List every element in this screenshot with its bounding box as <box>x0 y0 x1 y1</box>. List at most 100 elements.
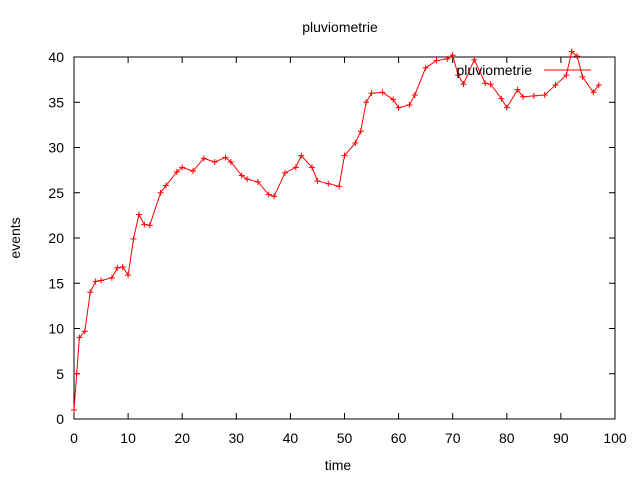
data-point <box>254 178 261 185</box>
data-point <box>238 172 245 179</box>
data-point <box>471 56 478 63</box>
data-point <box>325 180 332 187</box>
x-tick-label: 0 <box>70 430 78 446</box>
y-tick-label: 10 <box>48 321 64 337</box>
data-point <box>422 64 429 71</box>
data-point <box>390 96 397 103</box>
data-point <box>292 164 299 171</box>
data-point <box>314 177 321 184</box>
data-point <box>309 164 316 171</box>
plot-frame <box>73 56 616 420</box>
data-point <box>341 152 348 159</box>
x-tick-label: 10 <box>120 430 136 446</box>
series-line <box>73 50 600 410</box>
data-point <box>411 92 418 99</box>
data-point <box>487 81 494 88</box>
data-point <box>130 235 137 242</box>
x-tick-label: 60 <box>391 430 407 446</box>
data-point <box>574 53 581 60</box>
data-point <box>125 272 132 279</box>
x-tick-label: 50 <box>337 430 353 446</box>
data-point <box>568 48 575 55</box>
data-point <box>76 334 83 341</box>
data-point <box>395 104 402 111</box>
data-point <box>368 90 375 97</box>
data-point <box>298 152 305 159</box>
data-point <box>141 221 148 228</box>
data-point <box>179 164 186 171</box>
chart-title: pluviometrie <box>302 19 378 35</box>
data-point <box>281 169 288 176</box>
data-point <box>433 57 440 64</box>
x-tick-label: 80 <box>499 430 515 446</box>
data-point <box>498 95 505 102</box>
series-layer <box>71 48 602 413</box>
y-tick-label: 5 <box>56 366 64 382</box>
y-tick-label: 30 <box>48 140 64 156</box>
data-point <box>514 86 521 93</box>
data-point <box>114 264 121 271</box>
data-point <box>244 176 251 183</box>
y-tick-label: 35 <box>48 94 64 110</box>
data-point <box>530 92 537 99</box>
data-point <box>73 370 80 377</box>
data-point <box>190 168 197 175</box>
data-point <box>595 82 602 89</box>
x-tick-label: 30 <box>229 430 245 446</box>
data-point <box>71 406 77 413</box>
data-point <box>146 222 153 229</box>
data-point <box>200 155 207 162</box>
data-point <box>379 89 386 96</box>
data-point <box>444 55 451 62</box>
data-point <box>119 263 126 270</box>
data-point <box>503 104 510 111</box>
data-point <box>357 128 364 135</box>
data-point <box>81 328 88 335</box>
data-point <box>157 189 164 196</box>
data-point <box>460 81 467 88</box>
data-point <box>552 82 559 89</box>
data-point <box>563 72 570 79</box>
x-tick-label: 70 <box>445 430 461 446</box>
data-point <box>541 92 548 99</box>
x-axis-label: time <box>325 457 352 473</box>
data-point <box>211 158 218 165</box>
data-point <box>87 289 94 296</box>
legend: pluviometrie <box>457 62 591 78</box>
data-point <box>455 72 462 79</box>
data-point <box>92 278 99 285</box>
data-point <box>227 158 234 165</box>
y-tick-label: 0 <box>56 411 64 427</box>
data-point <box>449 52 456 59</box>
y-axis-ticks: 0 5 10 15 20 25 30 35 40 <box>48 49 615 427</box>
data-point <box>590 89 597 96</box>
data-point <box>271 193 278 200</box>
y-tick-label: 20 <box>48 230 64 246</box>
x-axis-ticks: 0 10 20 30 40 50 60 70 80 90 100 <box>70 57 627 446</box>
x-tick-label: 40 <box>283 430 299 446</box>
data-point <box>406 101 413 108</box>
data-point <box>98 277 105 284</box>
legend-label: pluviometrie <box>457 62 533 78</box>
data-point <box>520 93 527 100</box>
data-point <box>135 211 142 218</box>
data-point <box>336 183 343 190</box>
data-point <box>173 168 180 175</box>
x-tick-label: 100 <box>603 430 627 446</box>
data-point <box>363 99 370 106</box>
y-tick-label: 15 <box>48 275 64 291</box>
x-tick-label: 90 <box>553 430 569 446</box>
data-point <box>222 154 229 161</box>
data-point <box>579 73 586 80</box>
y-tick-label: 40 <box>48 49 64 65</box>
data-point <box>482 80 489 87</box>
data-point <box>162 182 169 189</box>
data-point <box>352 139 359 146</box>
y-tick-label: 25 <box>48 185 64 201</box>
y-axis-label: events <box>7 217 23 258</box>
x-tick-label: 20 <box>174 430 190 446</box>
data-point <box>108 274 115 281</box>
data-point <box>265 191 272 198</box>
